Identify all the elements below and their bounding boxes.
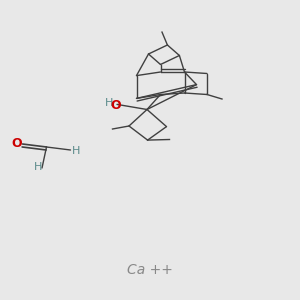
Text: Ca ++: Ca ++: [127, 263, 173, 277]
Text: ·: ·: [116, 98, 119, 107]
Text: H: H: [34, 161, 43, 172]
Text: H: H: [72, 146, 80, 157]
Text: O: O: [110, 99, 121, 112]
Text: H: H: [105, 98, 114, 108]
Text: O: O: [12, 137, 22, 150]
